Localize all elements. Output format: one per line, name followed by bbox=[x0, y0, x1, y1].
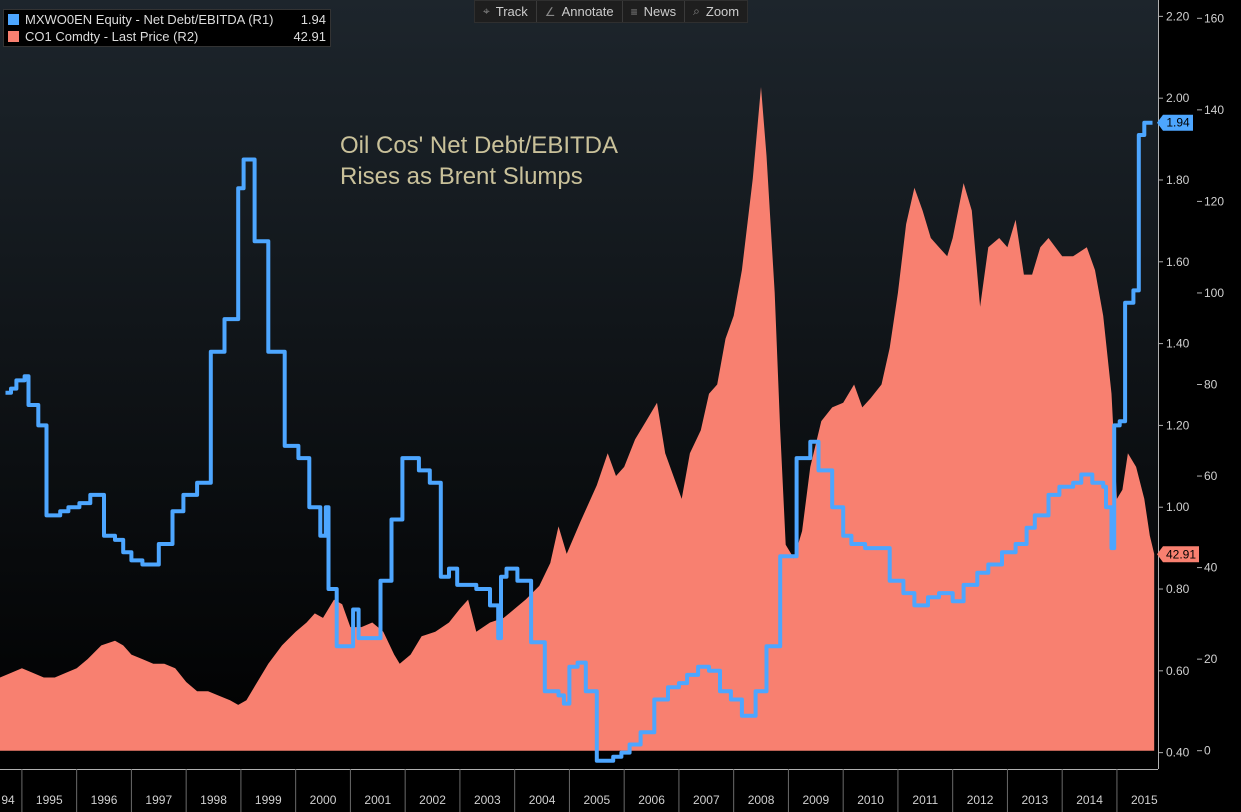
x-tick-label: 2001 bbox=[364, 793, 391, 807]
x-tick-label: 2000 bbox=[310, 793, 337, 807]
r1-tick-label: 1.00 bbox=[1166, 500, 1190, 514]
legend-entry[interactable]: CO1 Comdty - Last Price (R2) 42.91 bbox=[8, 28, 326, 45]
x-tick-label: 2015 bbox=[1131, 793, 1158, 807]
r1-tick-label: 0.40 bbox=[1166, 746, 1190, 760]
legend-entry[interactable]: MXWO0EN Equity - Net Debt/EBITDA (R1) 1.… bbox=[8, 11, 326, 28]
x-tick-label: 1995 bbox=[36, 793, 63, 807]
x-tick-label: 2004 bbox=[529, 793, 556, 807]
annotation-line-2: Rises as Brent Slumps bbox=[340, 163, 583, 190]
r1-last-value-badge: 1.94 bbox=[1157, 114, 1193, 131]
r2-tick-label: 40 bbox=[1204, 561, 1218, 575]
magnifier-icon: ⌕ bbox=[693, 4, 700, 18]
legend: MXWO0EN Equity - Net Debt/EBITDA (R1) 1.… bbox=[3, 9, 331, 47]
net-debt-ebitda-line bbox=[5, 120, 1153, 763]
r1-tick-label: 0.80 bbox=[1166, 582, 1190, 596]
x-tick-label: 1997 bbox=[145, 793, 172, 807]
r1-tick-label: 2.00 bbox=[1166, 91, 1190, 105]
annotation-line-1: Oil Cos' Net Debt/EBITDA bbox=[340, 132, 618, 159]
annotate-button[interactable]: ∠ Annotate bbox=[537, 1, 623, 22]
x-tick-label: 2002 bbox=[419, 793, 446, 807]
r1-tick-label: 1.60 bbox=[1166, 255, 1190, 269]
r2-tick-label: 100 bbox=[1204, 286, 1224, 300]
legend-value: 1.94 bbox=[300, 12, 326, 27]
news-icon: ≡ bbox=[630, 4, 638, 19]
x-tick-label: 2005 bbox=[583, 793, 610, 807]
x-tick-label: 2008 bbox=[748, 793, 775, 807]
r1-tick-label: 1.80 bbox=[1166, 173, 1190, 187]
x-tick-label: 2009 bbox=[802, 793, 829, 807]
r1-tick-label: 1.40 bbox=[1166, 337, 1190, 351]
r2-tick-label: 60 bbox=[1204, 469, 1218, 483]
annotate-label: Annotate bbox=[561, 4, 614, 19]
r1-badge-shape bbox=[1157, 114, 1193, 131]
x-tick-label: 2012 bbox=[967, 793, 994, 807]
r1-tick-label: 2.20 bbox=[1166, 9, 1190, 23]
r2-badge-shape bbox=[1157, 546, 1199, 563]
legend-swatch-blue bbox=[8, 14, 19, 25]
x-tick-label: 1998 bbox=[200, 793, 227, 807]
legend-value: 42.91 bbox=[293, 29, 326, 44]
r2-badge-text: 42.91 bbox=[1166, 547, 1196, 561]
zoom-button[interactable]: ⌕ Zoom bbox=[685, 1, 747, 22]
r1-tick-label: 0.60 bbox=[1166, 664, 1190, 678]
x-tick-label: 2010 bbox=[857, 793, 884, 807]
track-button[interactable]: ⌖ Track bbox=[475, 1, 537, 22]
x-tick-label: 2013 bbox=[1021, 793, 1048, 807]
r1-tick-label: 1.20 bbox=[1166, 418, 1190, 432]
crosshair-icon: ⌖ bbox=[483, 4, 490, 18]
r2-tick-label: 140 bbox=[1204, 103, 1224, 117]
chart-toolbar: ⌖ Track ∠ Annotate ≡ News ⌕ Zoom bbox=[474, 0, 749, 23]
r2-last-value-badge: 42.91 bbox=[1157, 546, 1199, 563]
r2-tick-label: 160 bbox=[1204, 11, 1224, 25]
x-tick-label: 2003 bbox=[474, 793, 501, 807]
news-button[interactable]: ≡ News bbox=[623, 1, 686, 22]
pen-icon: ∠ bbox=[544, 4, 556, 19]
x-tick-label: 2006 bbox=[638, 793, 665, 807]
x-tick-label: 2007 bbox=[693, 793, 720, 807]
oil-price-area bbox=[0, 87, 1155, 751]
news-label: News bbox=[643, 4, 677, 19]
r1-badge-text: 1.94 bbox=[1166, 116, 1190, 130]
x-tick-label: 2014 bbox=[1076, 793, 1103, 807]
legend-swatch-salmon bbox=[8, 31, 19, 42]
zoom-label: Zoom bbox=[705, 4, 740, 19]
x-tick-label: 1999 bbox=[255, 793, 282, 807]
r2-tick-label: 0 bbox=[1204, 744, 1211, 758]
x-tick-label: 94 bbox=[1, 793, 15, 807]
chart-annotation: Oil Cos' Net Debt/EBITDA Rises as Brent … bbox=[340, 132, 623, 190]
x-tick-label: 1996 bbox=[91, 793, 118, 807]
r2-tick-label: 20 bbox=[1204, 652, 1218, 666]
bottom-axis-panel bbox=[0, 769, 1158, 812]
r2-tick-label: 80 bbox=[1204, 378, 1218, 392]
x-tick-label: 2011 bbox=[912, 793, 938, 807]
r2-tick-label: 120 bbox=[1204, 194, 1224, 208]
legend-name: MXWO0EN Equity - Net Debt/EBITDA (R1) bbox=[25, 12, 274, 27]
track-label: Track bbox=[495, 4, 528, 19]
legend-name: CO1 Comdty - Last Price (R2) bbox=[25, 29, 199, 44]
right-axis-panel bbox=[1158, 0, 1241, 812]
